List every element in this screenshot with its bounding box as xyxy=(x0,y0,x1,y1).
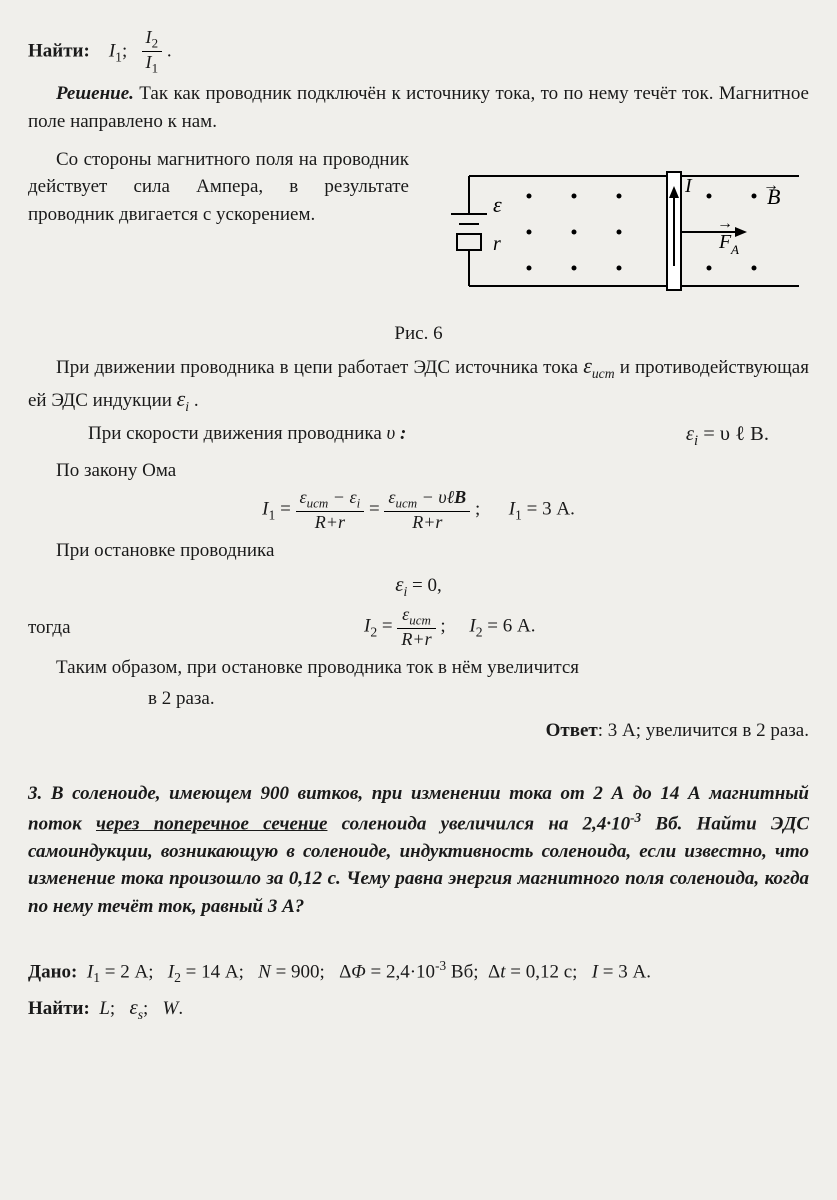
find2-line: Найти: L; εs; W. xyxy=(28,992,809,1025)
solution-label: Решение. xyxy=(56,83,134,104)
fig-caption: Рис. 6 xyxy=(28,320,809,348)
emf-para: При движении проводника в цепи работает … xyxy=(28,351,809,416)
svg-text:A: A xyxy=(730,242,739,257)
find-label: Найти: xyxy=(28,41,90,62)
ampere-text: Со стороны магнитного поля на проводник … xyxy=(28,146,409,229)
answer-line: Ответ: 3 А; увеличится в 2 раза. xyxy=(28,717,809,745)
svg-text:I: I xyxy=(684,175,693,197)
svg-text:F: F xyxy=(718,231,732,253)
svg-text:ε: ε xyxy=(493,192,502,217)
ei-zero: εi = 0, xyxy=(28,569,809,602)
ohm-eq: I1 = εист − εi R+r = εист − υℓB R+r ; I1… xyxy=(28,488,809,533)
solution-intro: Решение. Так как проводник подключён к и… xyxy=(28,80,809,135)
ohm-label: По закону Ома xyxy=(28,457,809,485)
svg-text:→: → xyxy=(763,177,779,194)
find-line: Найти: I1; I2 I1 . xyxy=(28,28,809,76)
i2-line: тогда I2 = εист R+r ; I2 = 6 А. xyxy=(28,605,809,650)
problem-3: 3. В соленоиде, имеющем 900 витков, при … xyxy=(28,780,809,920)
circuit-diagram: ε r I B → → F A xyxy=(429,146,809,316)
speed-line: При скорости движения проводника υ : εi … xyxy=(28,420,809,453)
ratio-frac: I2 I1 xyxy=(142,28,163,76)
conclusion-a: Таким образом, при остановке проводника … xyxy=(28,654,809,682)
given-line: Дано: I1 = 2 А; I2 = 14 А; N = 900; ΔΦ =… xyxy=(28,956,809,988)
stop-line: При остановке проводника xyxy=(28,537,809,565)
conclusion-b: в 2 раза. xyxy=(28,685,809,713)
svg-text:r: r xyxy=(493,233,501,255)
figure-row: Со стороны магнитного поля на проводник … xyxy=(28,146,809,316)
svg-text:→: → xyxy=(717,215,733,232)
